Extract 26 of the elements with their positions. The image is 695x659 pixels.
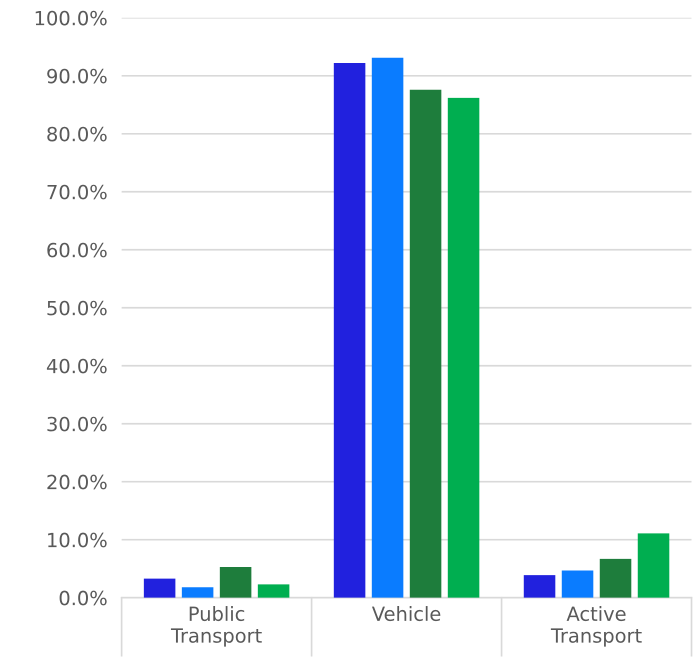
y-tick-label: 60.0% (47, 242, 107, 258)
bar (144, 578, 176, 598)
y-tick-label: 50.0% (47, 300, 107, 316)
bar (182, 587, 214, 598)
y-tick-label: 90.0% (47, 68, 107, 84)
y-tick-label: 30.0% (47, 416, 107, 432)
x-tick-label: Vehicle (372, 606, 440, 622)
y-tick-label: 80.0% (47, 126, 107, 142)
bar (258, 584, 290, 598)
y-tick-label: 100.0% (36, 10, 107, 26)
bar (410, 90, 442, 598)
x-tick-label: Active Transport (550, 606, 642, 647)
bar (334, 63, 366, 598)
y-tick-label: 70.0% (48, 184, 107, 200)
y-tick-label: 20.0% (47, 474, 107, 490)
y-tick-label: 40.0% (46, 358, 107, 374)
y-tick-label: 10.0% (48, 532, 107, 548)
bar (220, 566, 252, 598)
bar (562, 570, 594, 598)
y-tick-label: 0.0% (60, 590, 107, 606)
bar (524, 575, 556, 598)
bar (448, 98, 480, 598)
bar (372, 58, 404, 598)
bar (600, 558, 632, 598)
x-tick-label: Public Transport (170, 606, 262, 647)
bar (638, 533, 670, 598)
